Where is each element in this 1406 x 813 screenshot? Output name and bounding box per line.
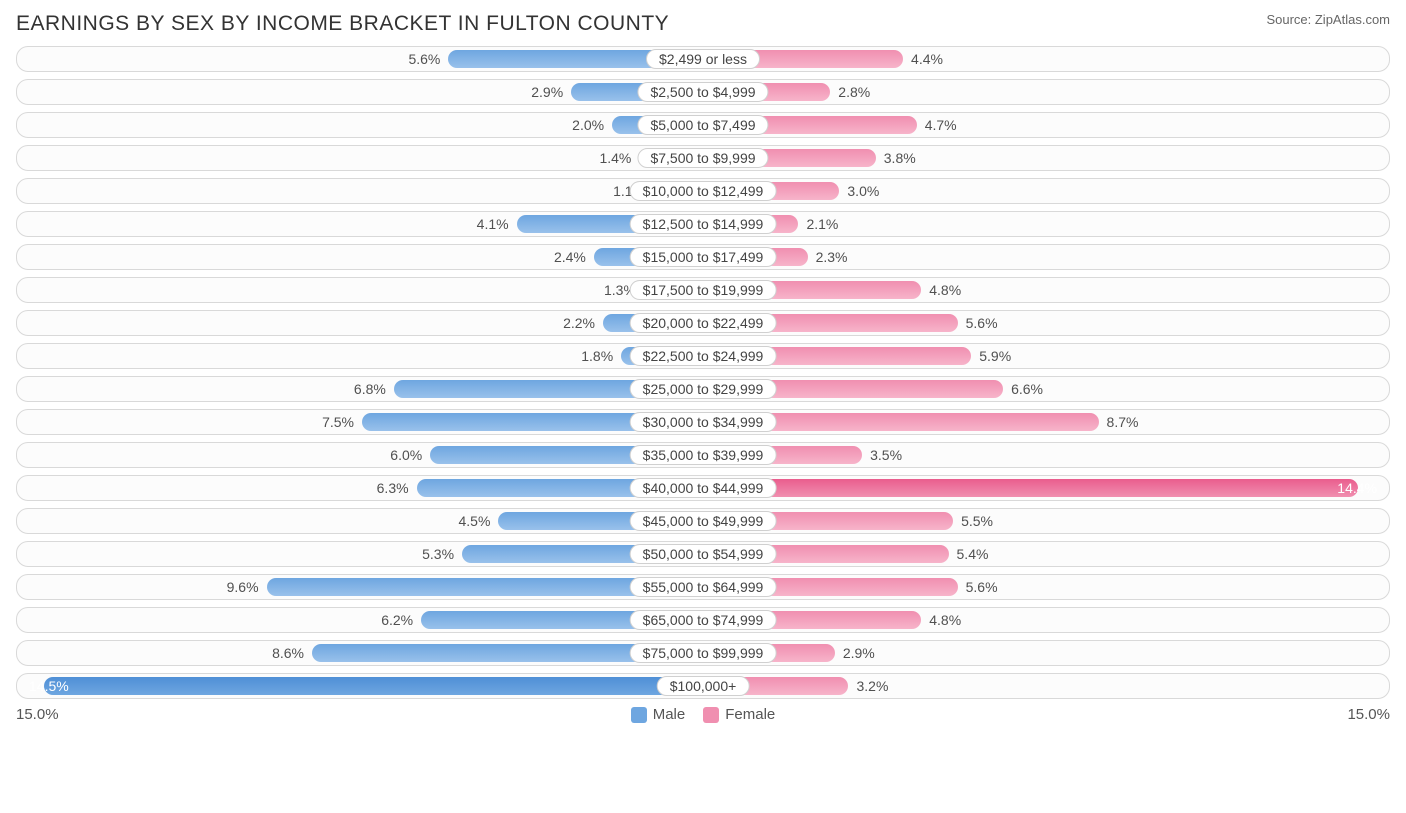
female-percent: 3.5% <box>870 447 902 463</box>
male-percent: 5.6% <box>408 51 440 67</box>
male-bar <box>44 677 703 695</box>
chart-row: 1.3%4.8%$17,500 to $19,999 <box>16 277 1390 303</box>
axis-max-left: 15.0% <box>16 706 59 723</box>
category-label: $30,000 to $34,999 <box>630 412 777 432</box>
chart-title: EARNINGS BY SEX BY INCOME BRACKET IN FUL… <box>16 12 669 36</box>
category-label: $12,500 to $14,999 <box>630 214 777 234</box>
category-label: $10,000 to $12,499 <box>630 181 777 201</box>
female-percent: 4.8% <box>929 612 961 628</box>
category-label: $75,000 to $99,999 <box>630 643 777 663</box>
female-percent: 2.3% <box>816 249 848 265</box>
male-percent: 8.6% <box>272 645 304 661</box>
chart-row: 14.5% 3.2% $100,000+ <box>16 673 1390 699</box>
female-swatch-icon <box>703 707 719 723</box>
male-percent: 2.0% <box>572 117 604 133</box>
chart-row: 4.5% 5.5% $45,000 to $49,999 <box>16 508 1390 534</box>
male-percent: 1.4% <box>599 150 631 166</box>
female-percent: 5.4% <box>957 546 989 562</box>
chart-row: 1.8% 5.9% $22,500 to $24,999 <box>16 343 1390 369</box>
male-percent: 7.5% <box>322 414 354 430</box>
female-percent: 8.7% <box>1107 414 1139 430</box>
chart-row: 6.8% 6.6% $25,000 to $29,999 <box>16 376 1390 402</box>
chart-footer: 15.0% Male Female 15.0% <box>16 706 1390 723</box>
category-label: $40,000 to $44,999 <box>630 478 777 498</box>
male-percent: 2.2% <box>563 315 595 331</box>
legend-item-female: Female <box>703 706 775 723</box>
legend: Male Female <box>59 706 1348 723</box>
chart-row: 6.2% 4.8% $65,000 to $74,999 <box>16 607 1390 633</box>
male-percent: 6.0% <box>390 447 422 463</box>
chart-row: 1.1%3.0%$10,000 to $12,499 <box>16 178 1390 204</box>
female-percent: 5.9% <box>979 348 1011 364</box>
male-percent: 4.1% <box>477 216 509 232</box>
category-label: $25,000 to $29,999 <box>630 379 777 399</box>
male-percent: 6.3% <box>377 480 409 496</box>
chart-row: 5.3% 5.4% $50,000 to $54,999 <box>16 541 1390 567</box>
male-percent: 6.8% <box>354 381 386 397</box>
category-label: $50,000 to $54,999 <box>630 544 777 564</box>
chart-row: 2.0% 4.7% $5,000 to $7,499 <box>16 112 1390 138</box>
chart-row: 2.9% 2.8% $2,500 to $4,999 <box>16 79 1390 105</box>
axis-max-right: 15.0% <box>1347 706 1390 723</box>
category-label: $65,000 to $74,999 <box>630 610 777 630</box>
female-percent: 4.7% <box>925 117 957 133</box>
chart-row: 2.4% 2.3% $15,000 to $17,499 <box>16 244 1390 270</box>
male-percent: 4.5% <box>458 513 490 529</box>
header: EARNINGS BY SEX BY INCOME BRACKET IN FUL… <box>16 12 1390 36</box>
male-percent: 2.9% <box>531 84 563 100</box>
male-percent: 9.6% <box>227 579 259 595</box>
chart-row: 5.6% 4.4% $2,499 or less <box>16 46 1390 72</box>
female-percent: 2.1% <box>806 216 838 232</box>
female-percent: 2.9% <box>843 645 875 661</box>
category-label: $22,500 to $24,999 <box>630 346 777 366</box>
category-label: $2,500 to $4,999 <box>637 82 768 102</box>
category-label: $2,499 or less <box>646 49 760 69</box>
chart-row: 1.4% 3.8% $7,500 to $9,999 <box>16 145 1390 171</box>
female-percent: 14.4% <box>1337 480 1377 496</box>
female-percent: 5.5% <box>961 513 993 529</box>
chart-row: 6.0% 3.5% $35,000 to $39,999 <box>16 442 1390 468</box>
male-percent: 5.3% <box>422 546 454 562</box>
chart-row: 6.3% 14.4% $40,000 to $44,999 <box>16 475 1390 501</box>
category-label: $100,000+ <box>657 676 750 696</box>
category-label: $5,000 to $7,499 <box>637 115 768 135</box>
chart-row: 2.2% 5.6% $20,000 to $22,499 <box>16 310 1390 336</box>
category-label: $20,000 to $22,499 <box>630 313 777 333</box>
male-percent: 1.8% <box>581 348 613 364</box>
female-percent: 4.8% <box>929 282 961 298</box>
category-label: $55,000 to $64,999 <box>630 577 777 597</box>
chart-row: 8.6% 2.9% $75,000 to $99,999 <box>16 640 1390 666</box>
female-percent: 4.4% <box>911 51 943 67</box>
diverging-bar-chart: 5.6% 4.4% $2,499 or less 2.9% 2.8% $2,500 to … <box>16 46 1390 699</box>
category-label: $45,000 to $49,999 <box>630 511 777 531</box>
female-percent: 3.8% <box>884 150 916 166</box>
female-percent: 6.6% <box>1011 381 1043 397</box>
female-percent: 5.6% <box>966 315 998 331</box>
legend-female-label: Female <box>725 706 775 723</box>
female-bar <box>703 479 1358 497</box>
female-percent: 5.6% <box>966 579 998 595</box>
category-label: $17,500 to $19,999 <box>630 280 777 300</box>
source-attribution: Source: ZipAtlas.com <box>1266 12 1390 27</box>
male-percent: 6.2% <box>381 612 413 628</box>
category-label: $35,000 to $39,999 <box>630 445 777 465</box>
male-swatch-icon <box>631 707 647 723</box>
legend-item-male: Male <box>631 706 686 723</box>
female-percent: 3.0% <box>847 183 879 199</box>
category-label: $7,500 to $9,999 <box>637 148 768 168</box>
legend-male-label: Male <box>653 706 686 723</box>
chart-row: 7.5% 8.7% $30,000 to $34,999 <box>16 409 1390 435</box>
male-percent: 2.4% <box>554 249 586 265</box>
category-label: $15,000 to $17,499 <box>630 247 777 267</box>
chart-row: 9.6% 5.6% $55,000 to $64,999 <box>16 574 1390 600</box>
chart-row: 4.1% 2.1% $12,500 to $14,999 <box>16 211 1390 237</box>
male-percent: 14.5% <box>29 678 69 694</box>
female-percent: 3.2% <box>856 678 888 694</box>
female-percent: 2.8% <box>838 84 870 100</box>
